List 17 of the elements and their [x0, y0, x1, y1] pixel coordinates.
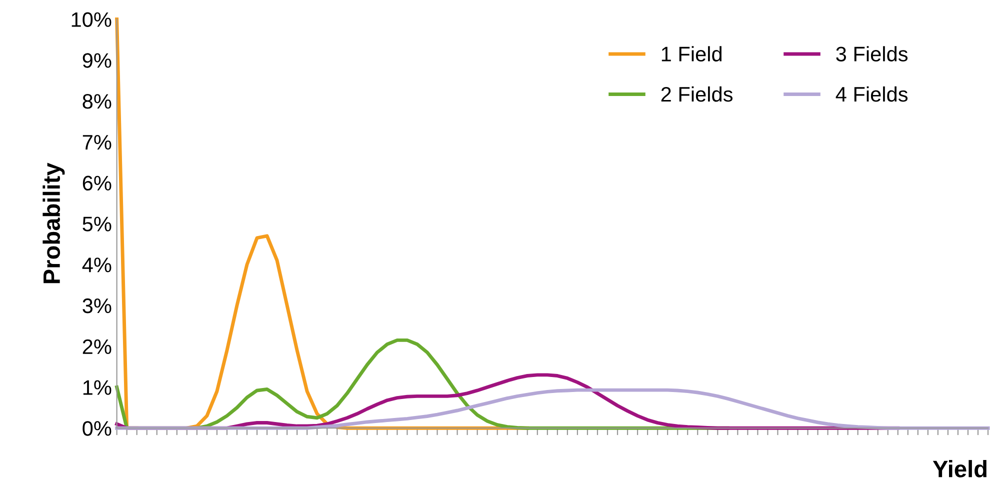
legend-label: 3 Fields	[836, 46, 908, 62]
y-tick-label: 8%	[82, 94, 112, 109]
y-tick-label: 4%	[82, 258, 112, 272]
y-tick-label: 7%	[82, 134, 112, 150]
x-axis-title: Yield	[932, 460, 986, 478]
y-tick-label: 0%	[82, 421, 112, 436]
y-axis-title: Probability	[42, 162, 65, 284]
legend-label: 4 Fields	[836, 86, 908, 102]
y-tick-label: 3%	[82, 298, 112, 314]
y-tick-label: 5%	[82, 216, 112, 232]
y-tick-label: 10%	[72, 12, 112, 27]
legend-label: 2 Fields	[661, 86, 733, 102]
legend-label: 1 Field	[662, 46, 722, 62]
y-tick-label: 6%	[82, 176, 112, 191]
y-tick-label: 1%	[83, 380, 112, 395]
y-tick-label: 9%	[82, 53, 112, 68]
y-tick-label: 2%	[82, 339, 112, 354]
